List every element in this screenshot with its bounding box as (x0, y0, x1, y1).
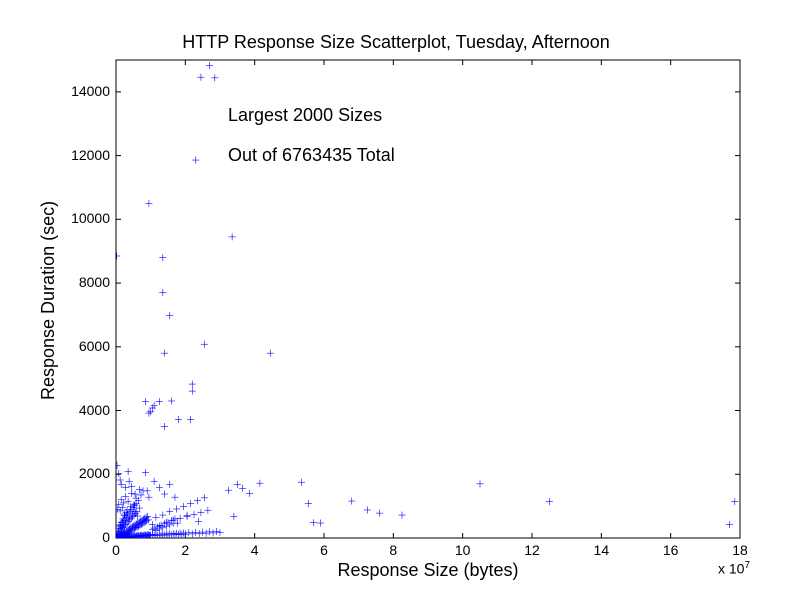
x-tick-label: 10 (451, 542, 475, 558)
y-tick-label: 0 (102, 529, 110, 545)
scatter-chart: HTTP Response Size Scatterplot, Tuesday,… (0, 0, 792, 612)
plot-area (0, 0, 792, 612)
x-tick-label: 16 (659, 542, 683, 558)
x-axis-exponent: x 107 (718, 560, 750, 577)
x-tick-label: 12 (520, 542, 544, 558)
y-tick-label: 6000 (79, 338, 110, 354)
y-tick-label: 12000 (71, 147, 110, 163)
x-tick-label: 6 (312, 542, 336, 558)
x-tick-label: 2 (173, 542, 197, 558)
x-tick-label: 8 (381, 542, 405, 558)
y-tick-label: 2000 (79, 465, 110, 481)
y-tick-label: 14000 (71, 83, 110, 99)
exponent-sup: 7 (744, 560, 750, 571)
exponent-base: x 10 (718, 561, 744, 577)
y-tick-label: 10000 (71, 210, 110, 226)
x-tick-label: 14 (589, 542, 613, 558)
y-tick-label: 8000 (79, 274, 110, 290)
y-tick-label: 4000 (79, 402, 110, 418)
x-tick-label: 4 (243, 542, 267, 558)
x-tick-label: 18 (728, 542, 752, 558)
